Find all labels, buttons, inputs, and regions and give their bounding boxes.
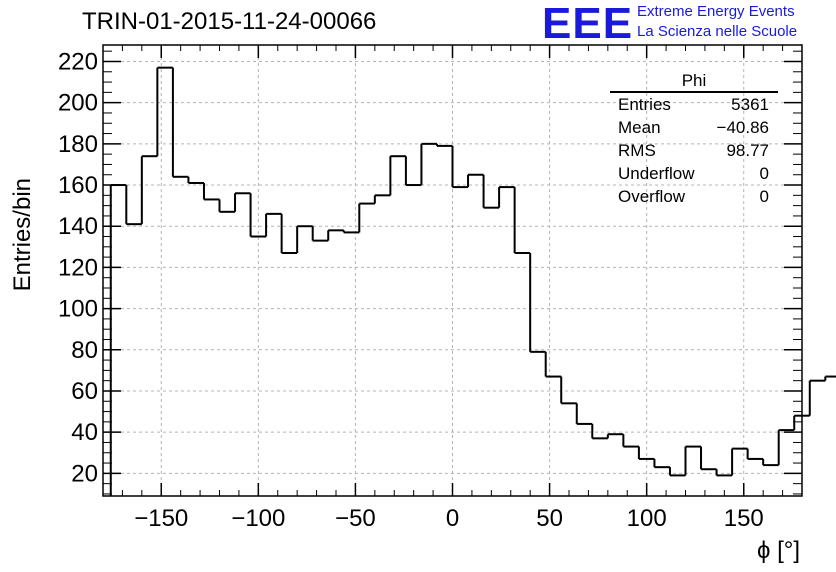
stats-row-value: 98.77 bbox=[726, 141, 769, 160]
y-tick-label: 100 bbox=[58, 296, 98, 323]
stats-row-label: Underflow bbox=[618, 164, 695, 183]
x-tick-label: 150 bbox=[724, 505, 764, 532]
x-tick-label: 100 bbox=[627, 505, 667, 532]
x-tick-label: 50 bbox=[536, 505, 563, 532]
y-axis-label: Entries/bin bbox=[9, 178, 36, 291]
eee-logo: EEE bbox=[542, 0, 634, 48]
stats-row-label: Overflow bbox=[618, 187, 686, 206]
x-tick-label: −100 bbox=[231, 505, 285, 532]
grid-lines bbox=[103, 45, 802, 496]
x-tick-label: −150 bbox=[134, 505, 188, 532]
y-tick-label: 60 bbox=[71, 378, 98, 405]
stats-row-value: 0 bbox=[760, 187, 769, 206]
x-tick-label: 0 bbox=[446, 505, 459, 532]
chart-title: TRIN-01-2015-11-24-00066 bbox=[82, 8, 377, 35]
logo-caption-line1: Extreme Energy Events bbox=[637, 3, 795, 20]
y-tick-label: 20 bbox=[71, 460, 98, 487]
stats-row-label: RMS bbox=[618, 141, 656, 160]
logo-caption-line2: La Scienza nelle Scuole bbox=[637, 23, 798, 40]
stats-row-value: 0 bbox=[760, 164, 769, 183]
y-tick-label: 220 bbox=[58, 48, 98, 75]
x-tick-label: −50 bbox=[335, 505, 376, 532]
y-tick-label: 120 bbox=[58, 254, 98, 281]
stats-row-value: 5361 bbox=[731, 95, 769, 114]
stats-row-label: Mean bbox=[618, 118, 661, 137]
y-tick-label: 140 bbox=[58, 213, 98, 240]
axis-ticks bbox=[102, 45, 803, 496]
y-tick-label: 80 bbox=[71, 337, 98, 364]
y-tick-label: 180 bbox=[58, 131, 98, 158]
stats-row-label: Entries bbox=[618, 95, 671, 114]
y-tick-labels: 20 40 60 80 100 120 140 160 180 200 220 bbox=[58, 48, 98, 487]
x-tick-labels: −150 −100 −50 0 50 100 150 bbox=[134, 505, 764, 532]
y-tick-label: 160 bbox=[58, 172, 98, 199]
y-tick-label: 40 bbox=[71, 419, 98, 446]
stats-row-value: −40.86 bbox=[717, 118, 769, 137]
y-tick-label: 200 bbox=[58, 90, 98, 117]
histogram-series bbox=[109, 66, 836, 496]
stats-box: Phi Entries 5361 Mean −40.86 RMS 98.77 Underfl… bbox=[610, 71, 778, 206]
x-axis-label: ϕ [°] bbox=[757, 537, 800, 564]
stats-box-title: Phi bbox=[682, 71, 707, 90]
